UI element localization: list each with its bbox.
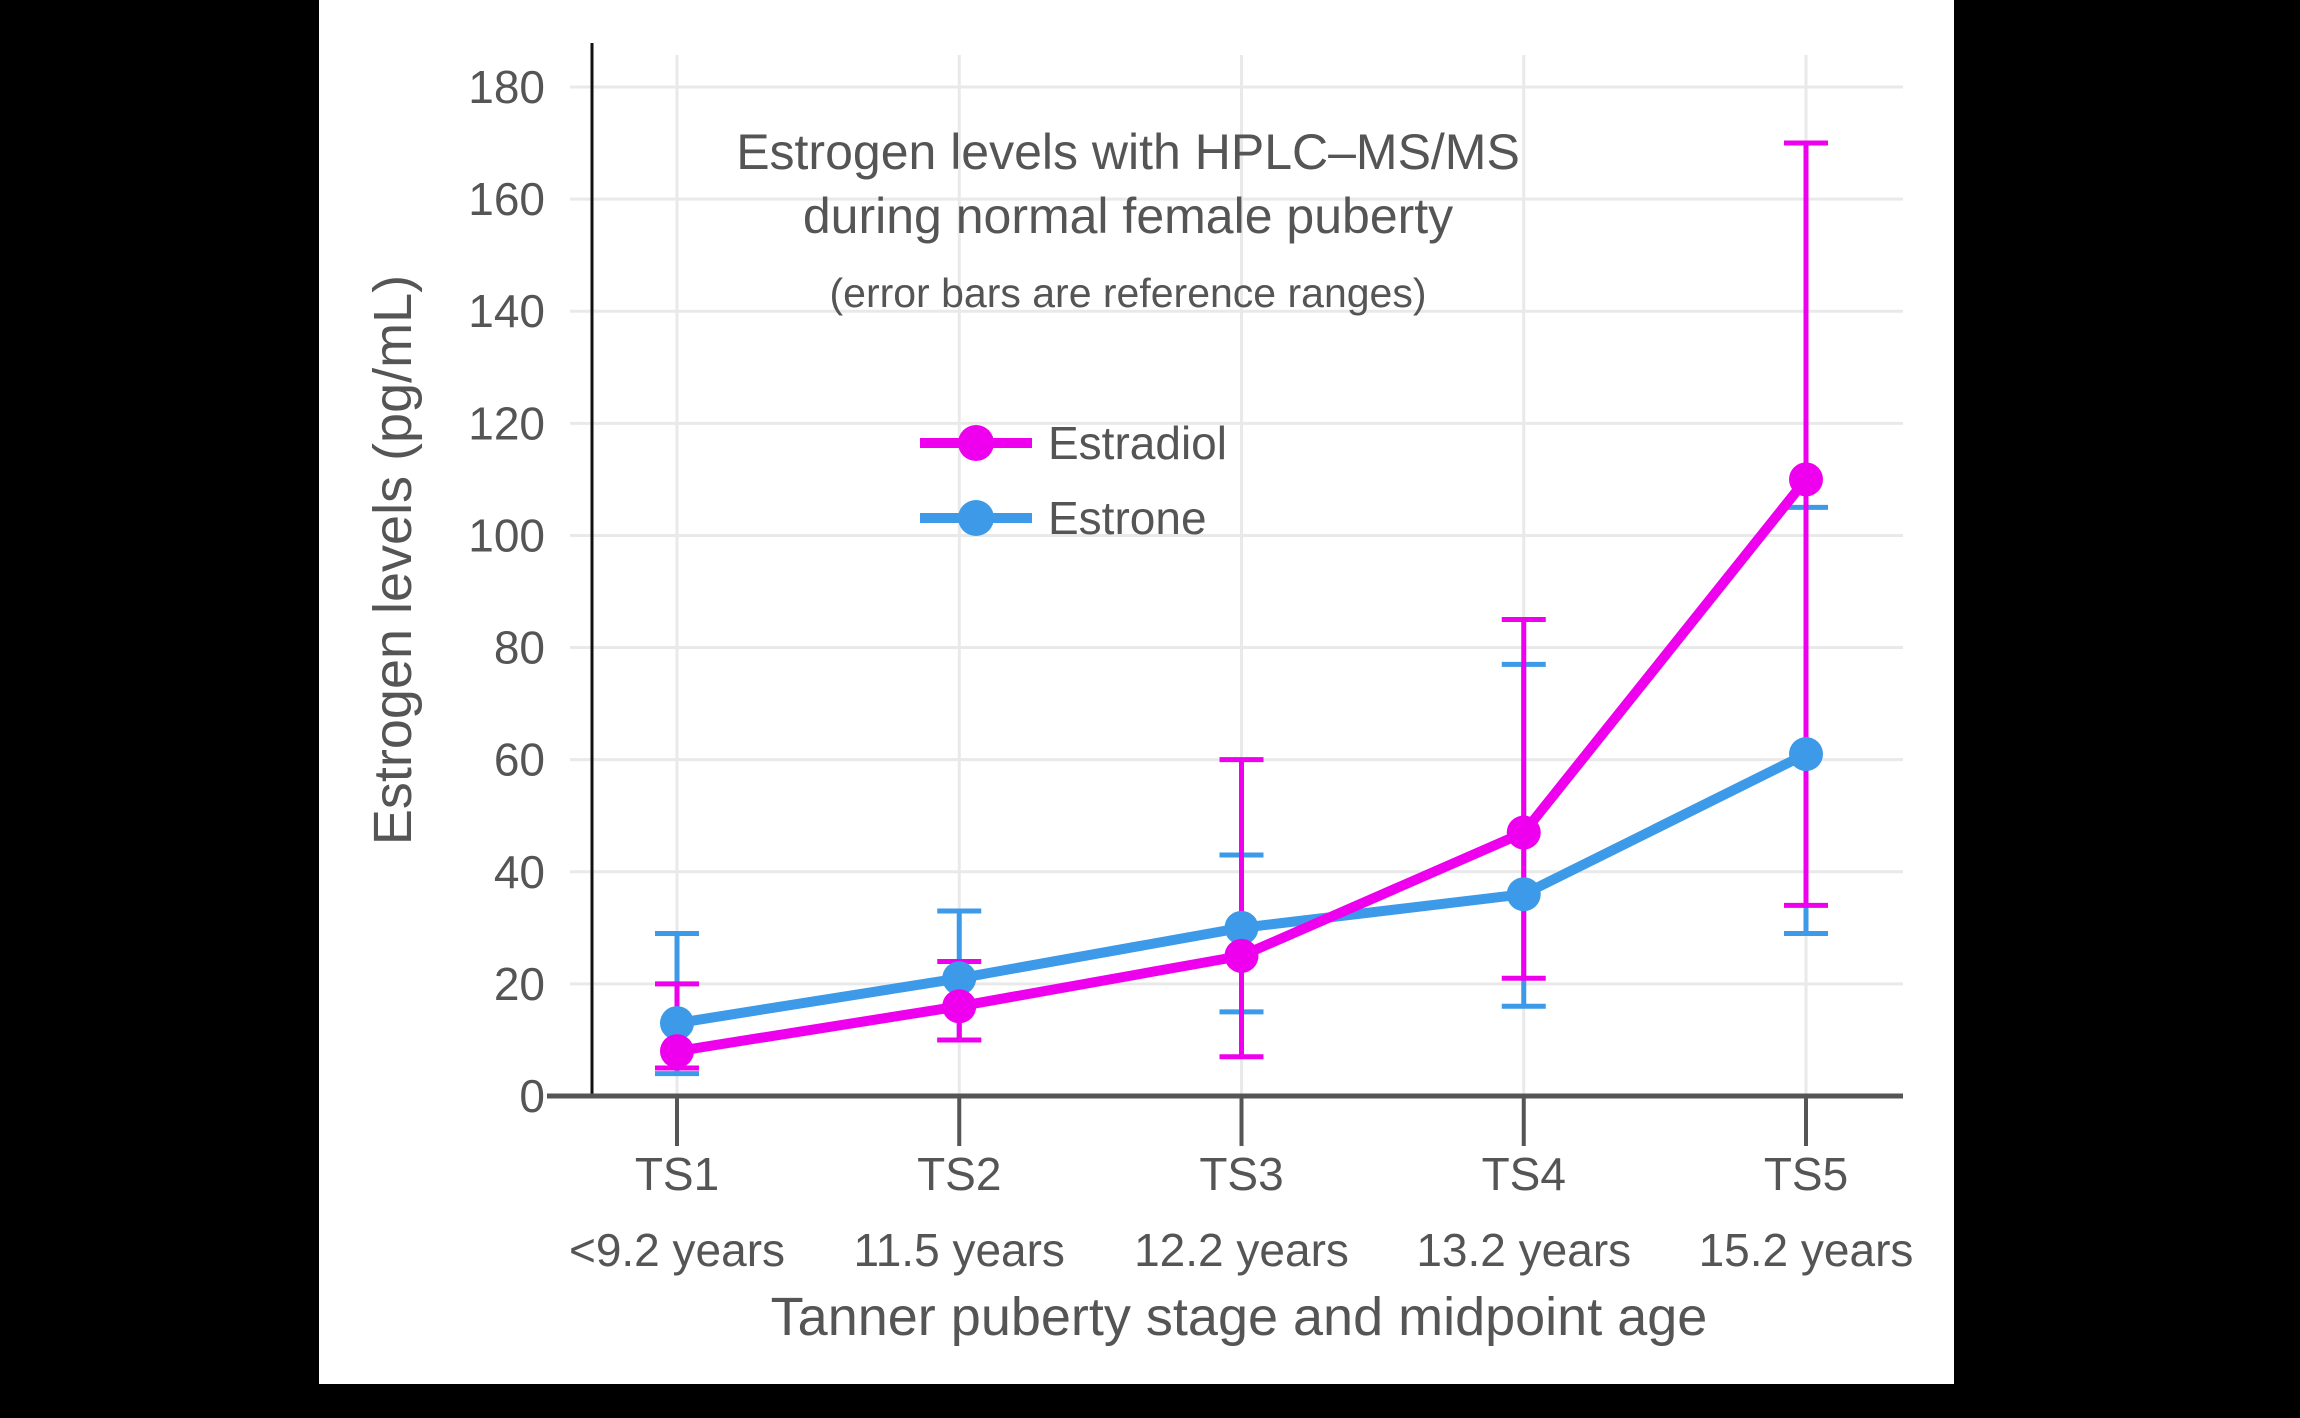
y-tick-label-40: 40 [494,846,545,898]
x-tick-label-TS5: TS5 [1764,1148,1848,1200]
data-point-Estradiol-TS1 [660,1034,694,1069]
data-point-Estradiol-TS2 [942,989,977,1024]
legend-item-estradiol: Estradiol [920,405,1227,480]
x-tick-label-TS1: TS1 [635,1148,719,1200]
x-age-label-TS1: <9.2 years [569,1224,785,1276]
y-tick-label-20: 20 [494,958,545,1010]
estradiol-dot-sample [958,424,994,461]
data-point-Estrone-TS5 [1789,737,1823,772]
y-axis-title: Estrogen levels (pg/mL) [363,274,423,846]
estrone-dot-sample [958,499,994,536]
x-age-label-TS2: 11.5 years [854,1224,1065,1276]
data-point-Estradiol-TS3 [1224,938,1259,973]
x-age-label-TS3: 12.2 years [1134,1224,1349,1276]
chart-title: Estrogen levels with HPLC–MS/MS during n… [528,120,1728,248]
legend-item-estrone: Estrone [920,480,1227,555]
x-tick-label-TS4: TS4 [1482,1148,1566,1200]
estradiol-swatch-icon [920,424,1032,461]
legend: Estradiol Estrone [920,405,1227,555]
x-axis-title: Tanner puberty stage and midpoint age [770,1287,1708,1347]
estrone-swatch-icon [920,499,1032,536]
x-tick-label-TS3: TS3 [1199,1148,1283,1200]
y-tick-label-160: 160 [468,173,545,225]
data-point-Estradiol-TS4 [1506,815,1541,850]
data-point-Estrone-TS2 [942,961,977,996]
estrogen-chart: 0 20 40 60 80 100 120 140 160 180 TS1 TS2 TS3 TS4 TS5 <… [468,43,1914,1276]
data-point-Estrone-TS4 [1506,877,1541,912]
chart-panel: 0 20 40 60 80 100 120 140 160 180 TS1 TS2 TS3 TS4 TS5 <… [319,0,1954,1384]
chart-title-line-1: Estrogen levels with HPLC–MS/MS [736,124,1520,180]
x-age-label-TS5: 15.2 years [1699,1224,1914,1276]
data-point-Estrone-TS3 [1224,910,1259,945]
chart-subtitle: (error bars are reference ranges) [829,270,1427,316]
y-tick-label-100: 100 [468,509,545,561]
data-point-Estradiol-TS5 [1789,462,1823,497]
y-tick-label-60: 60 [494,734,545,786]
y-tick-label-120: 120 [468,397,545,449]
y-tick-label-0: 0 [519,1070,545,1122]
x-age-label-TS4: 13.2 years [1416,1224,1631,1276]
chart-title-line-2: during normal female puberty [802,188,1454,244]
y-tick-label-80: 80 [494,622,545,674]
x-tick-label-TS2: TS2 [917,1148,1001,1200]
legend-label-estrone: Estrone [1048,491,1207,544]
data-point-Estrone-TS1 [660,1006,694,1041]
legend-label-estradiol: Estradiol [1048,416,1227,469]
y-tick-label-140: 140 [468,285,545,337]
y-tick-label-180: 180 [468,61,545,113]
